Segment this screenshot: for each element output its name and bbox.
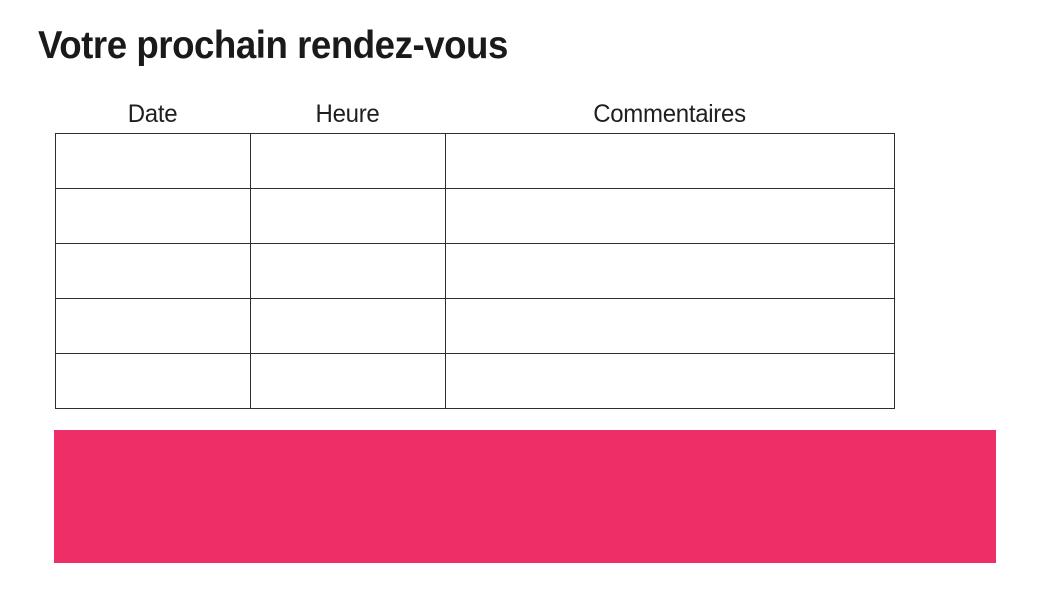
table-cell (250, 133, 446, 189)
table-cell (445, 353, 895, 409)
appointments-table (55, 133, 895, 409)
table-cell (250, 188, 446, 244)
appointment-table-area: Date Heure Commentaires (55, 93, 895, 409)
column-header-date: Date (127, 100, 178, 128)
table-cell (55, 243, 251, 299)
table-cell (250, 298, 446, 354)
table-cell (445, 298, 895, 354)
table-row (55, 298, 895, 354)
table-cell (55, 353, 251, 409)
table-cell (55, 298, 251, 354)
table-row (55, 133, 895, 189)
table-header-row: Date Heure Commentaires (55, 93, 894, 129)
table-cell (445, 243, 895, 299)
column-header-heure: Heure (315, 100, 380, 128)
table-row (55, 243, 895, 299)
page-title: Votre prochain rendez-vous (38, 24, 508, 67)
column-header-commentaires: Commentaires (593, 100, 746, 128)
table-cell (445, 133, 895, 189)
table-cell (250, 353, 446, 409)
appointments-table-body (55, 133, 895, 409)
highlight-banner (54, 430, 996, 563)
table-cell (55, 188, 251, 244)
table-cell (445, 188, 895, 244)
table-row (55, 353, 895, 409)
table-row (55, 188, 895, 244)
table-cell (55, 133, 251, 189)
table-cell (250, 243, 446, 299)
